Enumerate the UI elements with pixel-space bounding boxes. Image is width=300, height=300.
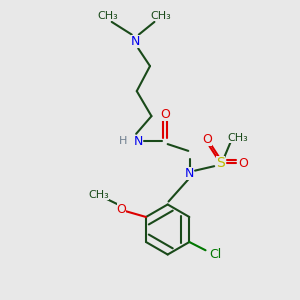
Text: Cl: Cl (210, 248, 222, 261)
Text: O: O (202, 133, 212, 146)
Text: H: H (119, 136, 128, 146)
Text: O: O (117, 202, 127, 215)
Text: CH₃: CH₃ (150, 11, 171, 21)
Text: N: N (134, 135, 143, 148)
Text: N: N (185, 167, 194, 180)
Text: CH₃: CH₃ (88, 190, 109, 200)
Text: S: S (216, 156, 225, 170)
Text: O: O (238, 157, 248, 170)
Text: CH₃: CH₃ (227, 133, 248, 142)
Text: N: N (130, 34, 140, 48)
Text: CH₃: CH₃ (97, 11, 118, 21)
Text: O: O (160, 108, 170, 121)
